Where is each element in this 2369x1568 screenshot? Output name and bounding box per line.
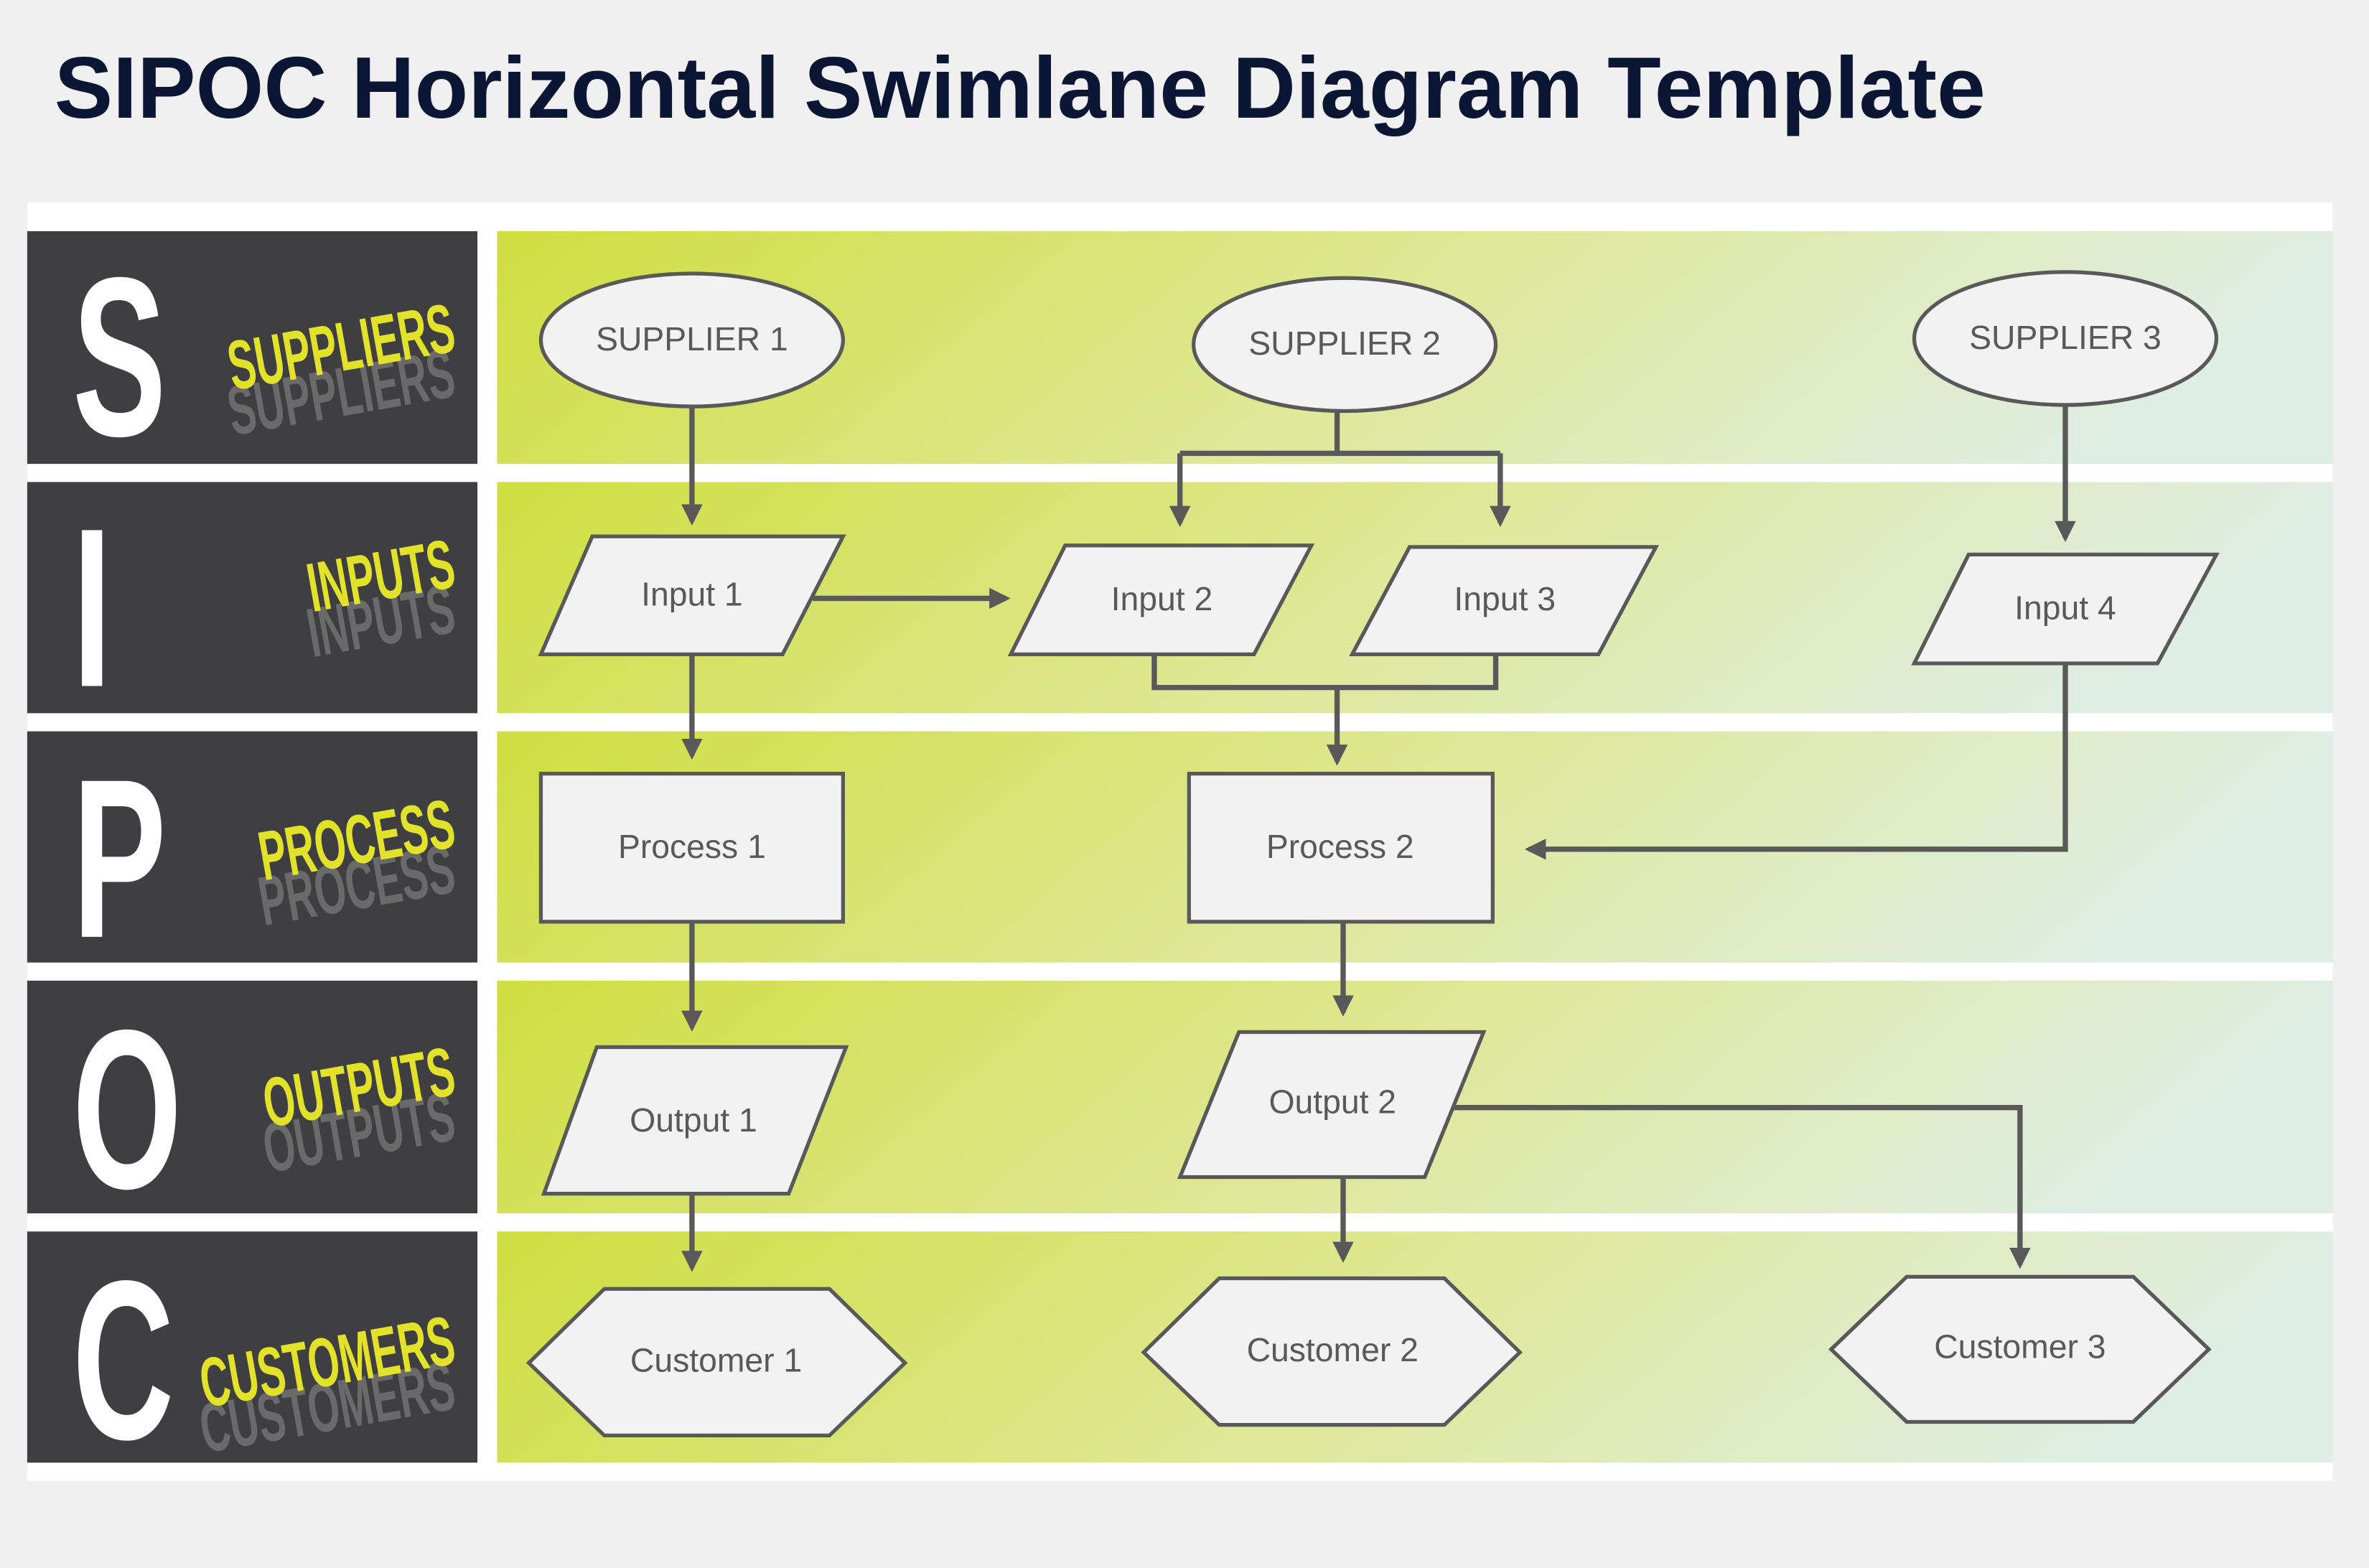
connectors	[681, 405, 2076, 1272]
node-label: Input 4	[2014, 589, 2116, 627]
output-1-node[interactable]: Output 1	[541, 1045, 849, 1196]
customer-3-node[interactable]: Customer 3	[1828, 1274, 2212, 1424]
process-1-node[interactable]: Process 1	[538, 771, 845, 924]
node-label: Input 1	[641, 576, 743, 613]
node-label: Input 3	[1454, 580, 1556, 617]
input-3-node[interactable]: Input 3	[1349, 545, 1660, 656]
customer-2-node[interactable]: Customer 2	[1141, 1276, 1523, 1427]
node-label: Output 1	[630, 1101, 757, 1139]
lane-process: P PROCESS	[27, 731, 2333, 985]
process-2-node[interactable]: Process 2	[1187, 771, 1495, 924]
supplier-2-node[interactable]: SUPPLIER 2	[1191, 276, 1498, 414]
output-2-node[interactable]: Output 2	[1177, 1030, 1487, 1180]
node-label: Process 1	[618, 828, 766, 865]
node-label: SUPPLIER 3	[1969, 319, 2162, 356]
input-2-node[interactable]: Input 2	[1007, 543, 1315, 656]
supplier-3-node[interactable]: SUPPLIER 3	[1912, 270, 2219, 407]
node-label: Process 2	[1266, 828, 1414, 865]
lane-letter: S	[73, 230, 167, 483]
input-1-node[interactable]: Input 1	[538, 534, 846, 656]
input-4-node[interactable]: Input 4	[1911, 552, 2220, 666]
supplier-1-node[interactable]: SUPPLIER 1	[538, 271, 845, 409]
node-label: Input 2	[1111, 580, 1213, 617]
connector-supplier2-split	[1179, 411, 1500, 457]
page-title: SIPOC Horizontal Swimlane Diagram Templa…	[55, 39, 1986, 136]
lane-header	[27, 1231, 478, 1463]
node-label: Customer 3	[1934, 1328, 2106, 1366]
lane-header	[27, 980, 478, 1214]
lane-header	[27, 482, 478, 714]
node-label: Customer 1	[630, 1342, 802, 1379]
connector-input2-input3-merge	[1151, 654, 1499, 691]
lane-letter: O	[73, 982, 182, 1236]
node-label: Customer 2	[1247, 1331, 1419, 1368]
arrow-input4-process2	[1524, 663, 2068, 860]
arrow-output2-customer3	[1453, 1105, 2031, 1269]
node-label: SUPPLIER 2	[1248, 325, 1441, 362]
lane-header	[27, 731, 478, 963]
lane-letter: C	[73, 1233, 174, 1487]
node-label: SUPPLIER 1	[596, 320, 788, 358]
customer-1-node[interactable]: Customer 1	[525, 1287, 908, 1438]
lane-letter: I	[73, 480, 111, 734]
lane-letter: P	[73, 732, 167, 985]
node-label: Output 2	[1268, 1083, 1396, 1121]
lane-header	[27, 231, 478, 465]
